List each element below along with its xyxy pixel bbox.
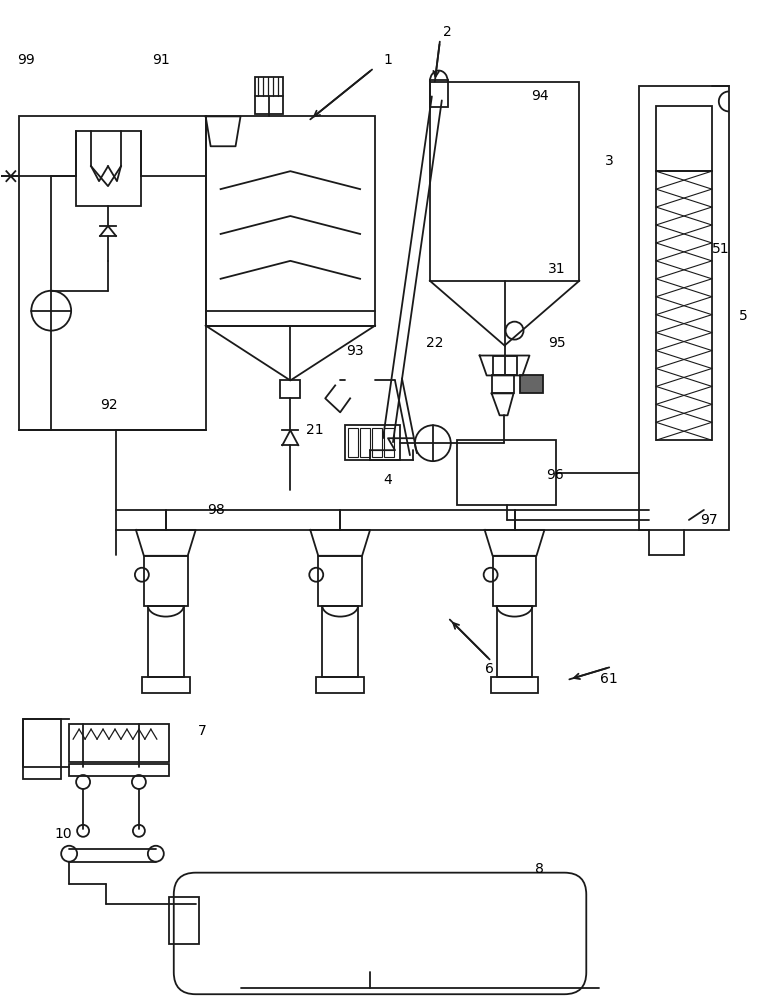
Text: 31: 31 [548,262,565,276]
Bar [430,82,580,281]
Bar [457,440,556,505]
Text: 91: 91 [152,53,170,67]
Text: 94: 94 [531,89,549,103]
Text: 97: 97 [700,513,718,527]
Text: 8: 8 [535,862,544,876]
Bar [490,677,539,693]
Text: 5: 5 [740,309,748,323]
Bar [430,80,448,107]
Bar [280,380,300,398]
Bar [142,677,189,693]
Bar [76,131,141,206]
Text: 2: 2 [443,25,452,39]
Text: 99: 99 [17,53,35,67]
Bar [317,677,364,693]
Text: 61: 61 [601,672,618,686]
Bar [345,425,400,460]
Bar [639,86,729,530]
Text: 6: 6 [485,662,494,676]
Bar [519,375,543,393]
Text: 7: 7 [199,724,207,738]
Bar [69,724,169,762]
Bar [492,375,514,393]
Bar [384,428,394,457]
Bar [493,556,536,606]
Bar [348,428,358,457]
Text: 4: 4 [383,473,393,487]
Bar [322,606,358,677]
Text: 10: 10 [54,827,72,841]
Text: 95: 95 [549,336,566,350]
Bar [497,606,532,677]
Bar [148,606,184,677]
Bar [656,171,712,440]
Text: 21: 21 [307,423,324,437]
Text: 1: 1 [383,53,393,67]
Bar [372,428,382,457]
Bar [23,719,61,779]
Text: 3: 3 [605,154,614,168]
Bar [360,428,370,457]
Bar [19,116,206,430]
Bar [493,356,517,375]
Text: 22: 22 [426,336,444,350]
Bar [69,764,169,776]
Bar [318,556,362,606]
Bar [206,116,375,326]
Text: 93: 93 [346,344,364,358]
Text: 98: 98 [206,503,224,517]
Text: 92: 92 [100,398,118,412]
Text: 96: 96 [546,468,564,482]
Bar [169,897,199,944]
Bar [656,106,712,171]
Bar [255,77,283,114]
Text: 51: 51 [712,242,729,256]
Bar [144,556,188,606]
